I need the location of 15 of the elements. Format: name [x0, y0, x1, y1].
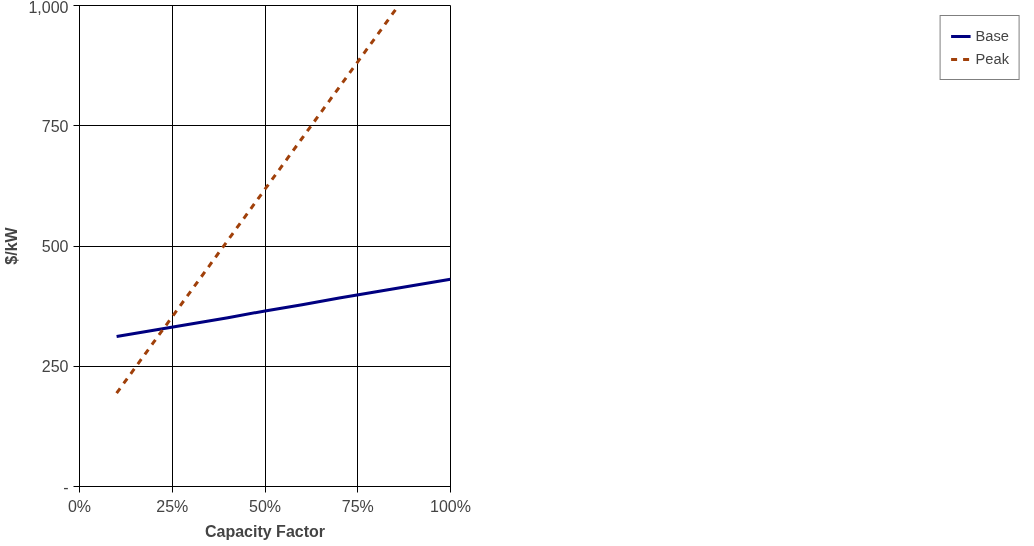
y-tick-label: 1,000 — [28, 0, 69, 16]
legend-label: Peak — [975, 51, 1009, 67]
x-tick-label: 0% — [67, 497, 92, 515]
legend-label: Base — [975, 28, 1009, 44]
x-tick-label: 75% — [341, 497, 374, 515]
x-axis-title: Capacity Factor — [204, 522, 326, 540]
y-tick-label: 500 — [41, 238, 69, 255]
y-tick-label: - — [63, 478, 69, 496]
x-tick-label: 25% — [156, 497, 189, 515]
x-tick-label: 50% — [248, 497, 282, 515]
y-axis-title: $/kW — [3, 226, 21, 265]
y-tick-label: 750 — [41, 117, 69, 135]
x-tick-label: 100% — [430, 497, 471, 515]
line-series — [115, 277, 451, 338]
y-tick-label: 250 — [41, 358, 69, 376]
